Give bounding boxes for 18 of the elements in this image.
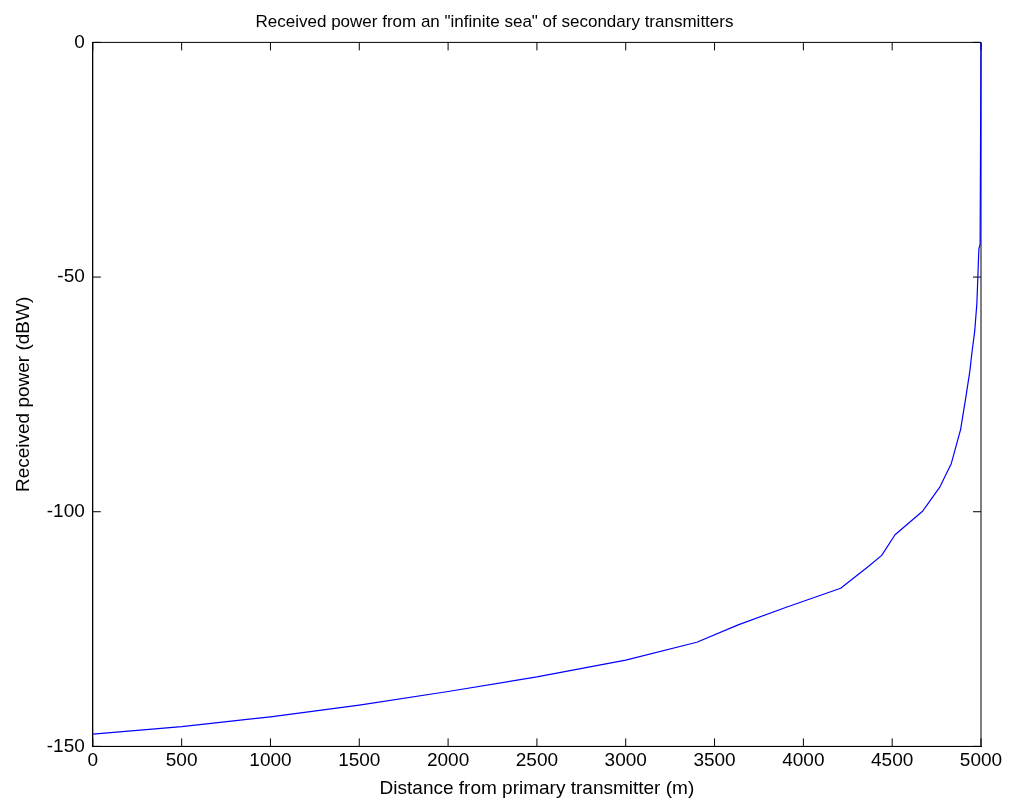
- x-tick-label: 5000: [959, 749, 1003, 771]
- y-axis-title: Received power (dBW): [11, 296, 33, 493]
- x-tick-label: 4500: [871, 749, 914, 771]
- x-tick-label: 0: [87, 749, 99, 771]
- x-tick-label: 3000: [604, 749, 647, 771]
- y-tick-label: -50: [57, 265, 85, 287]
- x-tick-label: 1000: [249, 749, 292, 771]
- y-tick-label: -150: [46, 734, 85, 756]
- y-tick-label: 0: [74, 30, 85, 52]
- y-tick-label: -100: [46, 499, 85, 521]
- x-axis-title: Distance from primary transmitter (m): [379, 776, 695, 798]
- x-tick-label: 1500: [338, 749, 381, 771]
- x-tick-label: 4000: [782, 749, 825, 771]
- x-tick-label: 500: [165, 749, 198, 771]
- x-tick-label: 3500: [693, 749, 736, 771]
- x-tick-label: 2000: [426, 749, 470, 771]
- x-tick-label: 2500: [515, 749, 559, 771]
- chart-title: Received power from an "infinite sea" of secondary transmitters: [255, 11, 734, 31]
